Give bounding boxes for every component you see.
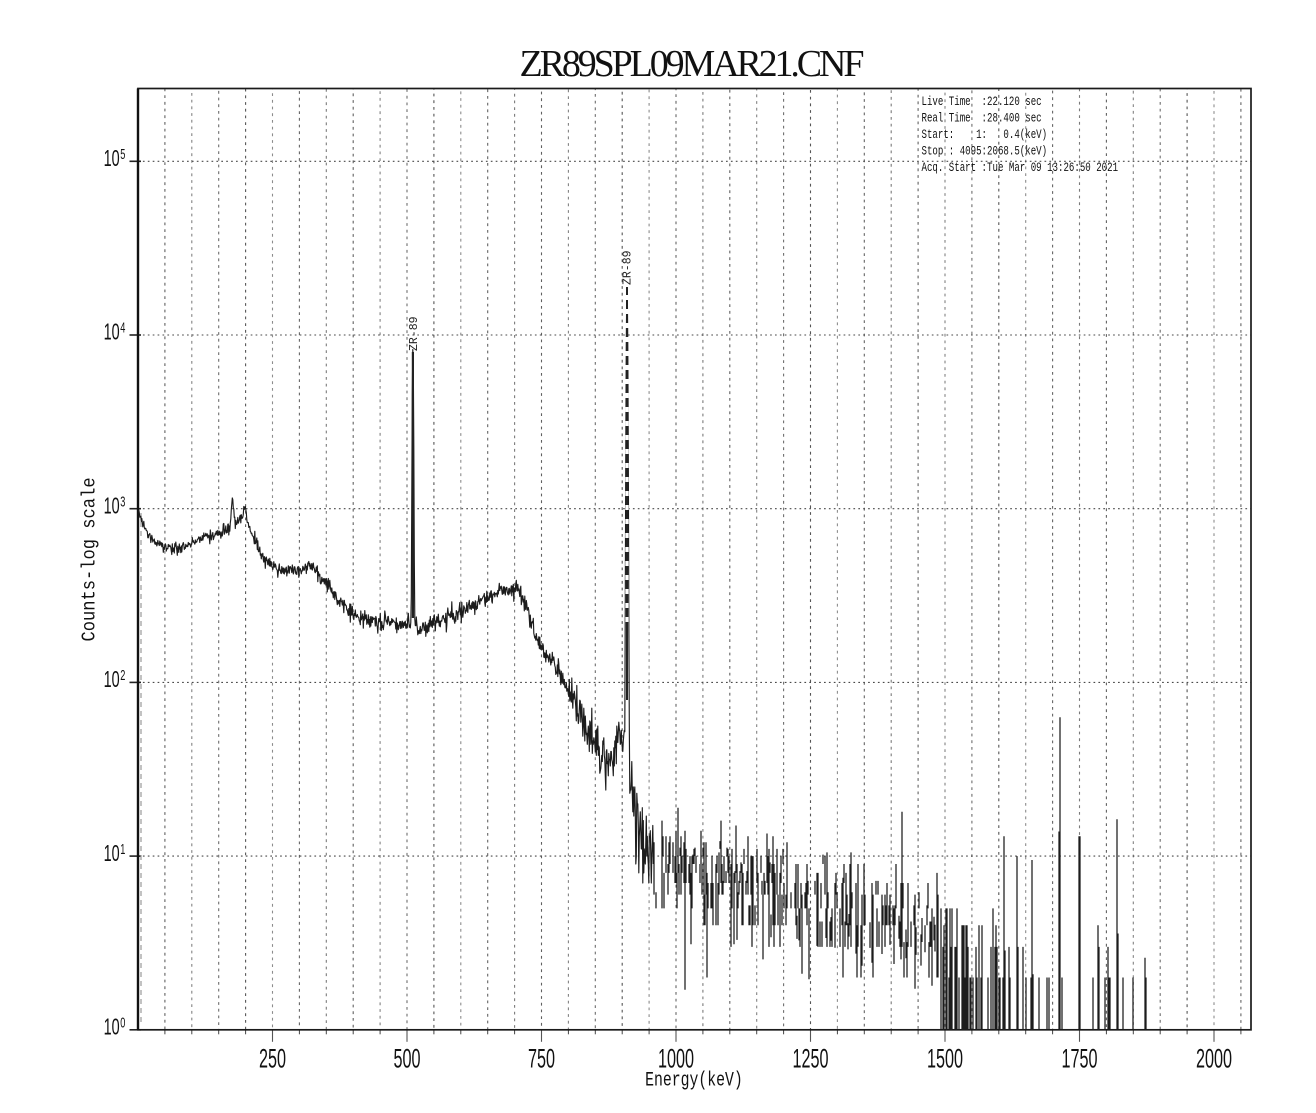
svg-text:10: 10: [104, 840, 120, 866]
svg-text:Live Time :22.120 sec: Live Time :22.120 sec: [922, 96, 1042, 110]
svg-text:10: 10: [104, 667, 120, 693]
svg-text:Real Time :28.400 sec: Real Time :28.400 sec: [922, 112, 1042, 126]
svg-text:500: 500: [393, 1043, 420, 1073]
svg-text:1750: 1750: [1061, 1043, 1097, 1073]
svg-text:10: 10: [104, 146, 120, 172]
svg-text:ZR-89: ZR-89: [408, 316, 421, 351]
svg-text:1250: 1250: [792, 1043, 828, 1073]
svg-text:10: 10: [104, 319, 120, 345]
svg-text:Start: 1: 0.4(keV): Start: 1: 0.4(keV): [922, 129, 1048, 143]
svg-text:1000: 1000: [658, 1043, 694, 1073]
svg-text:Stop : 4095:2068.5(keV): Stop : 4095:2068.5(keV): [922, 145, 1048, 159]
svg-text:250: 250: [259, 1043, 286, 1073]
svg-text:2000: 2000: [1196, 1043, 1232, 1073]
svg-text:5: 5: [120, 146, 125, 163]
svg-text:Counts-log scale: Counts-log scale: [80, 477, 101, 641]
svg-text:0: 0: [120, 1014, 125, 1031]
svg-text:3: 3: [120, 493, 125, 510]
svg-text:1500: 1500: [927, 1043, 963, 1073]
svg-text:ZR-89: ZR-89: [622, 250, 635, 285]
svg-text:10: 10: [104, 493, 120, 519]
svg-text:ZR89SPL09MAR21.CNF: ZR89SPL09MAR21.CNF: [520, 43, 865, 85]
svg-text:10: 10: [104, 1014, 120, 1040]
svg-text:Acq. Start :Tue Mar 09 13:26:5: Acq. Start :Tue Mar 09 13:26:50 2021: [922, 162, 1119, 176]
svg-text:750: 750: [528, 1043, 555, 1073]
svg-text:Energy(keV): Energy(keV): [645, 1070, 743, 1093]
svg-text:1: 1: [120, 841, 125, 858]
svg-text:4: 4: [120, 319, 125, 336]
svg-text:2: 2: [120, 667, 125, 684]
